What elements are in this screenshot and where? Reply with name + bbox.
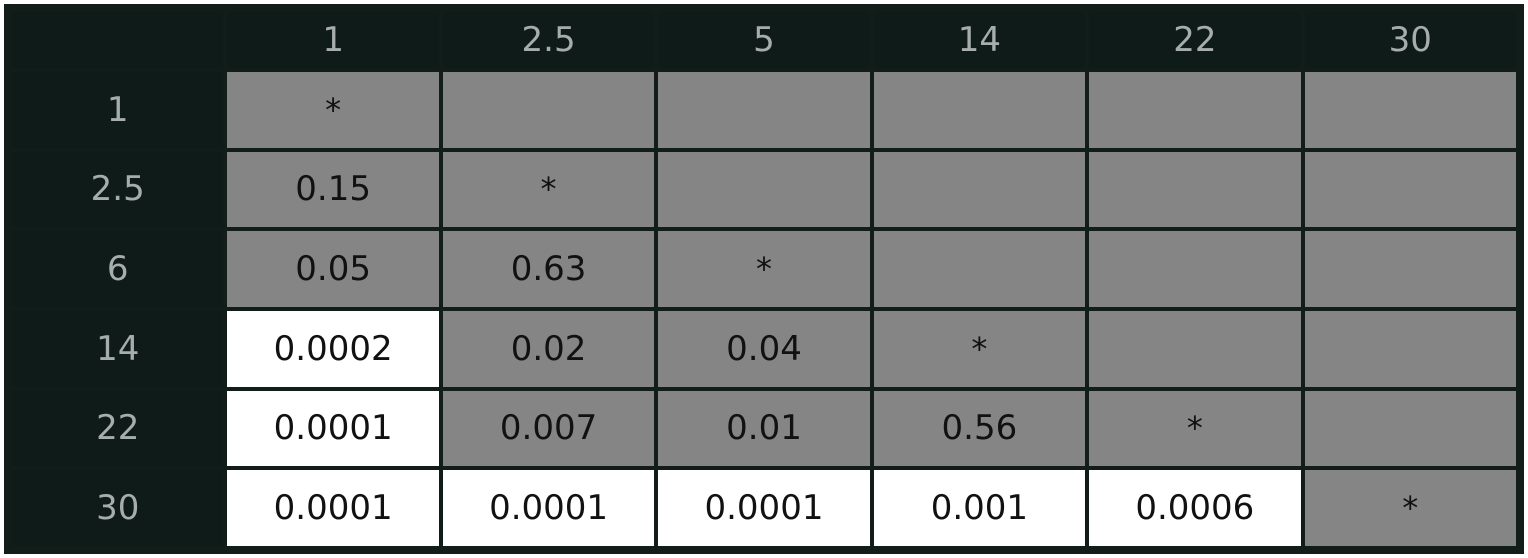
pvalue-cell: 0.01 (658, 390, 870, 467)
pvalue-cell: 0.15 (227, 151, 439, 228)
pvalue-cell: 0.02 (442, 310, 655, 387)
pvalue-cell (658, 151, 870, 228)
row-header: 6 (12, 231, 224, 307)
pvalue-cell (1304, 231, 1516, 307)
pvalue-cell (873, 72, 1086, 148)
table-row: 14 0.0002 0.02 0.04 * (12, 310, 1516, 387)
pvalue-cell: 0.63 (442, 231, 655, 307)
pvalue-cell: 0.0001 (658, 470, 870, 546)
pvalue-cell (442, 72, 655, 148)
col-header: 22 (1089, 12, 1301, 68)
pvalue-cell: 0.0001 (442, 470, 655, 546)
pvalue-cell (1089, 310, 1301, 387)
row-header: 22 (12, 390, 224, 467)
row-header: 14 (12, 310, 224, 387)
pvalue-cell: 0.001 (873, 470, 1086, 546)
diagonal-cell: * (658, 231, 870, 307)
pvalue-cell: 0.007 (442, 390, 655, 467)
diagonal-cell: * (873, 310, 1086, 387)
pvalue-cell: 0.0006 (1089, 470, 1301, 546)
pvalue-cell (1089, 151, 1301, 228)
diagonal-cell: * (227, 72, 439, 148)
pvalue-table: 1 2.5 5 14 22 30 1 * 2.5 0.15 * 6 0.05 0.63 * 14 0… (8, 8, 1520, 550)
col-header: 2.5 (442, 12, 655, 68)
table-row: 2.5 0.15 * (12, 151, 1516, 228)
pvalue-cell (1304, 390, 1516, 467)
pvalue-cell (658, 72, 870, 148)
pvalue-cell: 0.05 (227, 231, 439, 307)
diagonal-cell: * (1304, 470, 1516, 546)
pvalue-cell (1304, 72, 1516, 148)
col-header: 5 (658, 12, 870, 68)
pvalue-cell: 0.0001 (227, 470, 439, 546)
pvalue-cell (873, 231, 1086, 307)
diagonal-cell: * (442, 151, 655, 228)
corner-cell (12, 12, 224, 68)
row-header: 30 (12, 470, 224, 546)
table-row: 22 0.0001 0.007 0.01 0.56 * (12, 390, 1516, 467)
row-header: 2.5 (12, 151, 224, 228)
pvalue-cell (1089, 72, 1301, 148)
col-header: 1 (227, 12, 439, 68)
table-row: 1 * (12, 72, 1516, 148)
pvalue-cell: 0.56 (873, 390, 1086, 467)
row-header: 1 (12, 72, 224, 148)
pvalue-cell: 0.04 (658, 310, 870, 387)
pvalue-matrix: 1 2.5 5 14 22 30 1 * 2.5 0.15 * 6 0.05 0.63 * 14 0… (4, 4, 1524, 554)
pvalue-cell: 0.0001 (227, 390, 439, 467)
pvalue-cell (1304, 151, 1516, 228)
pvalue-cell (1089, 231, 1301, 307)
table-row: 30 0.0001 0.0001 0.0001 0.001 0.0006 * (12, 470, 1516, 546)
col-header: 30 (1304, 12, 1516, 68)
table-row: 6 0.05 0.63 * (12, 231, 1516, 307)
header-row: 1 2.5 5 14 22 30 (12, 12, 1516, 68)
col-header: 14 (873, 12, 1086, 68)
pvalue-cell: 0.0002 (227, 310, 439, 387)
pvalue-cell (1304, 310, 1516, 387)
diagonal-cell: * (1089, 390, 1301, 467)
pvalue-cell (873, 151, 1086, 228)
